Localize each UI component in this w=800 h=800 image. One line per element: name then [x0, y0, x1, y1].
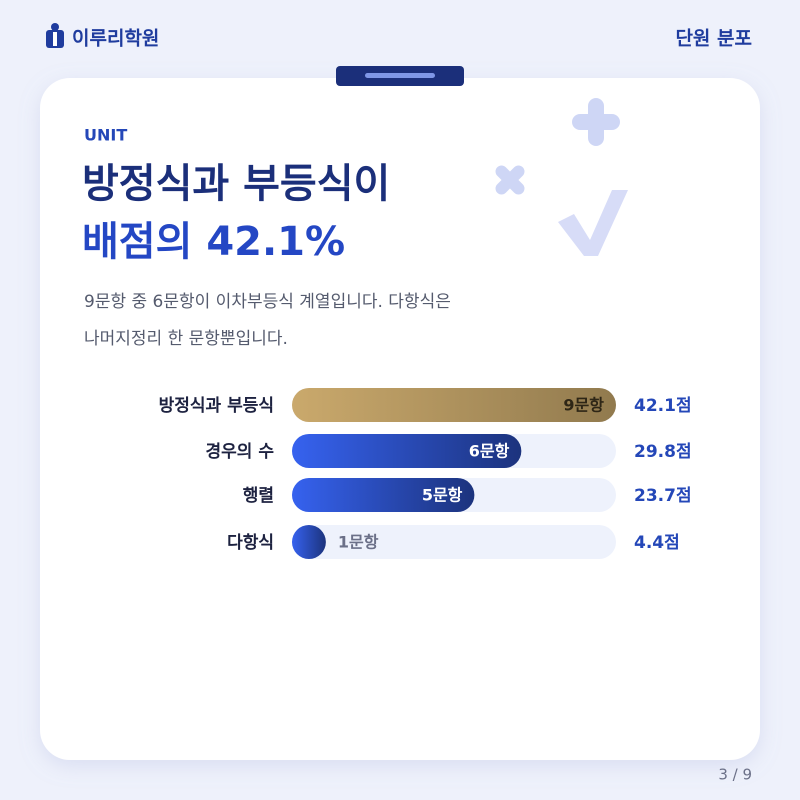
- tab-line: [365, 73, 435, 78]
- page-indicator: 3 / 9: [718, 766, 752, 784]
- section-title: 단원 분포: [675, 28, 752, 50]
- value-label: 23.7점: [634, 486, 692, 506]
- count-label: 6문항: [469, 442, 510, 461]
- bar-track: [292, 525, 616, 559]
- bar: [292, 525, 326, 559]
- bar: [292, 478, 475, 512]
- count-label: 1문항: [338, 533, 379, 552]
- value-label: 42.1점: [634, 396, 692, 416]
- count-label: 5문항: [422, 486, 463, 505]
- category-label: 방정식과 부등식: [159, 396, 274, 416]
- value-label: 29.8점: [634, 442, 692, 462]
- description: 9문항 중 6문항이 이차부등식 계열입니다. 다항식은: [84, 292, 451, 312]
- logo-icon: [46, 23, 64, 48]
- headline-line-1: 방정식과 부등식이: [82, 161, 390, 207]
- category-label: 다항식: [227, 532, 274, 553]
- headline-line-2: 배점의 42.1%: [82, 219, 345, 265]
- bar-chart: 9문항 방정식과 부등식 42.1점 6문항 경우의 수 29.8점 5문항 행렬 23.7점 1…: [159, 388, 692, 559]
- category-label: 경우의 수: [206, 442, 275, 462]
- category-label: 행렬: [243, 485, 274, 506]
- brand: 이루리학원: [72, 28, 159, 50]
- bar: [292, 388, 616, 422]
- description: 나머지정리 한 문항뿐입니다.: [84, 329, 288, 349]
- math-decoration: [495, 98, 628, 256]
- value-label: 4.4점: [634, 533, 680, 553]
- eyebrow: UNIT: [84, 126, 127, 145]
- bar: [292, 434, 522, 468]
- count-label: 9문항: [563, 396, 604, 415]
